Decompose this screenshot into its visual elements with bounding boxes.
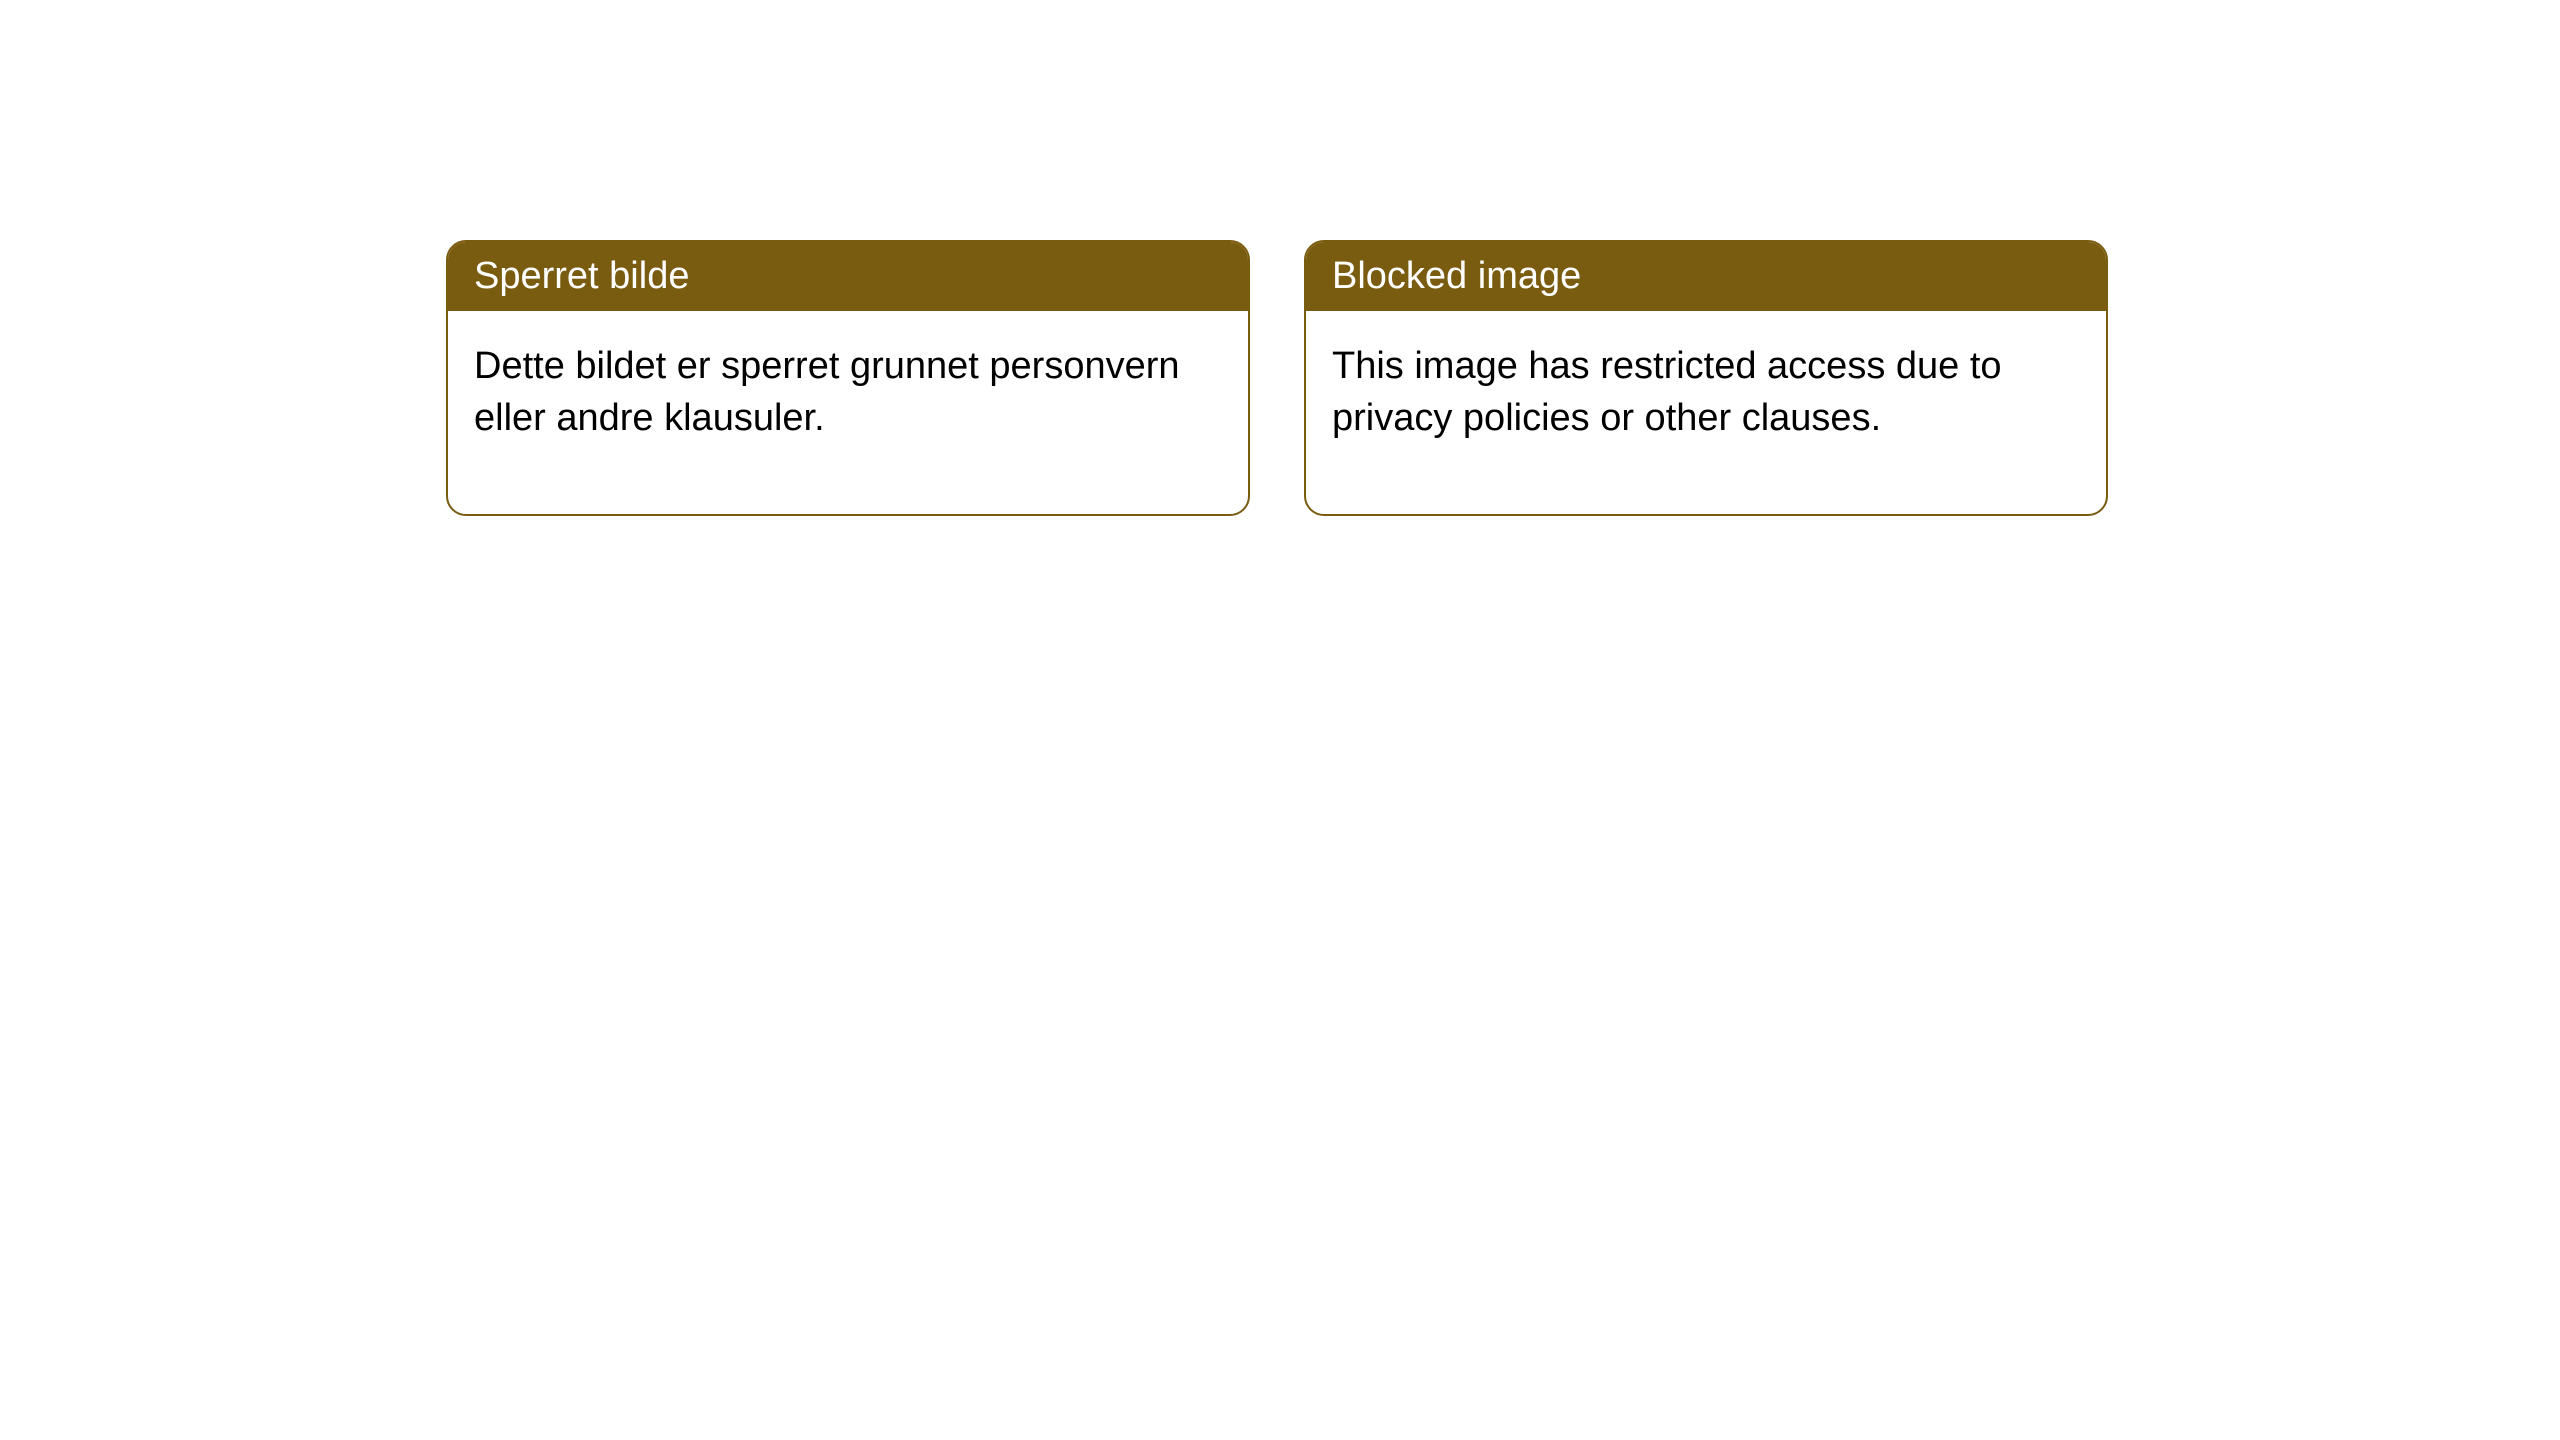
notice-header: Blocked image — [1306, 242, 2106, 311]
notice-body: Dette bildet er sperret grunnet personve… — [448, 311, 1248, 514]
notice-header: Sperret bilde — [448, 242, 1248, 311]
notice-card-english: Blocked image This image has restricted … — [1304, 240, 2108, 516]
notice-container: Sperret bilde Dette bildet er sperret gr… — [446, 240, 2108, 516]
notice-body: This image has restricted access due to … — [1306, 311, 2106, 514]
notice-card-norwegian: Sperret bilde Dette bildet er sperret gr… — [446, 240, 1250, 516]
